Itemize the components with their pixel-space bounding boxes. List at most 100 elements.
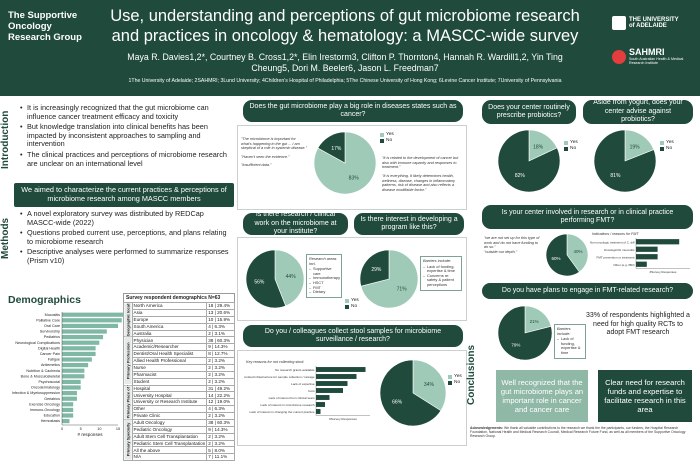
- bar: [62, 379, 81, 384]
- pie-chart-research: 44% 56%: [245, 249, 305, 309]
- bar-category-label: Digital Health: [38, 346, 60, 350]
- table-cell-category: Asia: [131, 308, 208, 317]
- bar: [62, 329, 107, 334]
- table-cell-category: Hospital: [131, 384, 208, 393]
- table-row: Allied Health Professional 2 | 3.2%: [124, 357, 235, 365]
- table-cell-count: 38 | 60.3%: [206, 336, 235, 345]
- crest-icon: [612, 16, 626, 30]
- bar-category-label: FMT prevention or treatment: [597, 255, 635, 259]
- author-list: Maya R. Davies1,2*, Courtney B. Cross1,2…: [127, 52, 563, 73]
- pie-value-label: 17%: [331, 146, 342, 152]
- fmt-rct-highlight: 33% of respondents highlighted a need fo…: [586, 312, 690, 336]
- demographics-table-title: Survey respondent demographics N=63: [123, 293, 235, 302]
- section-label-conclusions: Conclusions: [466, 345, 477, 406]
- legend-swatch-yes: [345, 299, 349, 303]
- bar-category-label: Cost: [308, 389, 315, 393]
- table-row: Nurse 2 | 3.2%: [124, 363, 235, 372]
- bar: [636, 254, 658, 260]
- bar-category-label: Lack of expertise: [291, 382, 315, 386]
- table-cell-count: 7 | 11.1%: [206, 453, 235, 461]
- question-yogurt: Aside from yogurt, does your center advi…: [583, 99, 693, 124]
- table-cell-count: 2 | 3.2%: [206, 377, 235, 386]
- bar: [62, 357, 92, 362]
- table-cell-category: All the above: [131, 446, 208, 455]
- legend-swatch-no: [345, 305, 349, 309]
- legend-label-yes: Yes: [386, 132, 394, 137]
- bar-category-label: Antiemetics: [41, 363, 60, 367]
- pie-slice-yes: [566, 233, 589, 273]
- bar: [636, 239, 680, 245]
- table-cell-count: 4 | 6.3%: [206, 322, 235, 331]
- bar: [316, 409, 321, 414]
- bar-category-label: Fatigue: [48, 358, 60, 362]
- research-area-item: Immunotherapy: [309, 276, 340, 281]
- bar-category-label: Lack of interest in microbiome research: [261, 403, 315, 407]
- bar: [62, 318, 122, 323]
- quote-insufficient: "Insufficient data.": [241, 163, 272, 167]
- intro-bullet: It is increasingly recognized that the g…: [20, 103, 232, 121]
- legend-label-no: No: [386, 138, 393, 143]
- bar: [62, 346, 96, 351]
- question-probiotics: Does your center routinely prescribe pro…: [482, 100, 576, 124]
- affiliations: 1The University of Adelaide; 2SAHMRI; 3L…: [128, 78, 562, 84]
- bar-category-label: Oncodermatology: [31, 386, 60, 390]
- bar-category-label: No research grants available: [275, 368, 315, 372]
- bar: [62, 340, 100, 345]
- research-area-item: Dietary: [309, 290, 339, 295]
- legend-label-yes: Yes: [570, 140, 578, 145]
- legend-swatch-no: [448, 381, 452, 385]
- table-cell-count: 10 | 15.9%: [206, 315, 235, 324]
- bar: [62, 385, 81, 390]
- table-row: Pharmacist 2 | 3.2%: [124, 370, 235, 379]
- bar: [62, 391, 77, 396]
- question-stool-samples: Do you / colleagues collect stool sample…: [243, 325, 463, 347]
- methods-bullet: A novel exploratory survey was distribut…: [20, 209, 232, 227]
- bar-category-label: Oral Care: [44, 324, 60, 328]
- research-areas-title: Research areas incl.: [309, 256, 337, 266]
- question-fmt-involved: Is your center involved in research or i…: [482, 205, 693, 229]
- table-cell-count: 2 | 3.2%: [206, 432, 235, 441]
- poster: The Supportive Oncology Research Group U…: [0, 0, 700, 450]
- methods-bullets: A novel exploratory survey was distribut…: [20, 209, 232, 268]
- table-cell-category: Allied Health Professional: [131, 357, 208, 365]
- legend-label-no: No: [570, 146, 577, 151]
- table-row: South America 4 | 6.3%: [124, 322, 235, 331]
- chart-title: Key reasons for not collecting stool:: [246, 360, 304, 364]
- bar: [62, 419, 70, 424]
- research-area-item: HSCT: [309, 280, 339, 286]
- table-row: Pediatric Stem Cell Transplantation 2 | 3…: [124, 439, 235, 448]
- table-row: Primary Specialty Adult Oncology 38 | 60.3…: [123, 418, 235, 461]
- panel-research: [237, 237, 467, 321]
- question-fmt-plans: Do you have plans to engage in FMT-relat…: [482, 283, 693, 299]
- bar-category-label: Survivorship: [40, 330, 60, 334]
- bar-category-label: Limited infrastructure for sample collec…: [244, 375, 315, 379]
- bar: [316, 395, 330, 400]
- table-group-label: Primary Place of Work: [123, 385, 132, 420]
- demographics-title: Demographics: [8, 294, 81, 306]
- legend-label-no: No: [454, 380, 461, 385]
- bar: [62, 407, 74, 412]
- table-cell-count: 8 | 12.7%: [206, 350, 235, 358]
- pie-chart-yogurt: 19% 81%: [593, 129, 657, 193]
- table-cell-category: Australia: [131, 329, 208, 338]
- bar-category-label: Oncologic/GI mucositis: [604, 248, 635, 252]
- bar: [316, 388, 343, 393]
- adelaide-logo: THE UNIVERSITY of ADELAIDE: [612, 16, 679, 30]
- barrier-item: Concerns re: safety & patient perception…: [423, 273, 459, 288]
- table-group-label: Primary Profession: [123, 336, 132, 385]
- quote-outside-depth: "outside our depth.": [484, 250, 518, 254]
- bar-category-label: Palliative Care: [36, 318, 60, 322]
- table-row: Geographic location North America 18 | 29.…: [123, 302, 235, 337]
- table-row: Private Clinic 2 | 3.2%: [124, 412, 235, 420]
- table-cell-category: N/A: [131, 453, 208, 461]
- x-tick-label: 5: [80, 427, 82, 431]
- table-row: Primary Place of Work Hospital 31 | 49.2%: [123, 384, 235, 420]
- table-cell-category: Nurse: [131, 363, 208, 372]
- legend-swatch-yes: [448, 375, 452, 379]
- quote-not-set-up: "we are not set up for this type of work…: [484, 236, 540, 250]
- legend-yogurt: Yes No: [660, 140, 674, 152]
- bar-category-label: Lack of interest in changing the current…: [249, 410, 314, 414]
- sahmri-mark-icon: [612, 49, 626, 64]
- aim-box: We aimed to characterize the current pra…: [14, 183, 234, 207]
- bar-category-label: Nutrition & Cachexia: [26, 369, 61, 373]
